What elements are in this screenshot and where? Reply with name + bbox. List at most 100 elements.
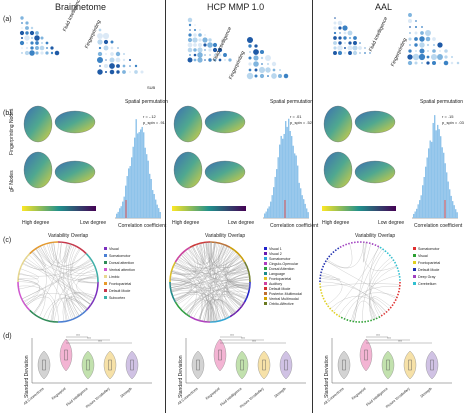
chord-link [170, 276, 217, 322]
sub-label: SUB [147, 85, 156, 90]
matrix-cell [407, 54, 413, 60]
matrix-cell [97, 69, 103, 75]
matrix-cell [188, 33, 192, 37]
legend-swatch [264, 297, 267, 300]
hist-bar [455, 209, 457, 218]
chord-arc [243, 281, 251, 303]
hist-bar [144, 147, 146, 218]
matrix-cell [29, 50, 35, 56]
brain-surface [173, 105, 203, 143]
chord-link [63, 243, 72, 320]
matrix-cell [30, 46, 34, 50]
matrix-cell [187, 57, 193, 63]
chord-arc [379, 246, 401, 283]
matrix-cell [39, 45, 45, 51]
matrix-cell [21, 22, 23, 24]
chord-link [213, 260, 244, 322]
matrix-cell [450, 61, 454, 65]
violin [337, 350, 351, 380]
violin [59, 338, 73, 372]
matrix-cell [426, 43, 430, 47]
chord-link [195, 244, 240, 309]
matrix-cell [193, 28, 197, 32]
violin [359, 338, 373, 372]
matrix-cell [419, 36, 425, 42]
legend-swatch [104, 247, 107, 250]
hist-bar [422, 185, 424, 218]
hist-bar [289, 130, 291, 218]
matrix-cell [187, 47, 193, 53]
matrix-cell [103, 45, 109, 51]
matrix-cell [129, 71, 131, 73]
chord-link [204, 244, 224, 322]
matrix-group [246, 36, 289, 80]
column-title-aal: AAL [375, 2, 393, 12]
spatial-title: Spatial permutation [420, 99, 464, 105]
hist-bar [304, 203, 306, 218]
hist-bar [413, 213, 415, 218]
matrix-cell [24, 50, 30, 56]
chord-arc [379, 281, 401, 318]
matrix-cell [283, 73, 289, 79]
matrix-cell [253, 55, 259, 61]
chord-link [170, 250, 235, 281]
matrix-cell [103, 39, 109, 45]
matrix-cell [208, 53, 212, 57]
row-b-brains [22, 105, 458, 219]
matrix-group [19, 16, 60, 56]
matrix-cell [343, 36, 347, 40]
chord-link [352, 248, 383, 322]
violin-box [42, 359, 46, 371]
matrix-cell [415, 20, 417, 22]
matrix-cell [353, 41, 357, 45]
chord-link [369, 246, 380, 318]
chord-link [183, 276, 250, 312]
matrix-cell [207, 42, 213, 48]
violin-box [108, 359, 112, 371]
chord-link [326, 243, 353, 268]
chord-arc [85, 253, 99, 283]
brain-surface [204, 160, 246, 184]
chord-link [175, 262, 249, 275]
matrix-cell [333, 46, 337, 50]
chord-link [68, 245, 85, 312]
matrix-cell [420, 31, 424, 35]
matrix-cell [279, 69, 281, 71]
hist-bar [429, 140, 431, 218]
hist-bar [291, 136, 293, 218]
matrix-cell [408, 49, 412, 53]
hist-bar [435, 130, 437, 218]
legend-low: Low degree [228, 220, 255, 226]
chord-link [350, 274, 400, 322]
legend-swatch [264, 282, 267, 285]
matrix-cell [25, 46, 29, 50]
chord-link [18, 281, 40, 305]
legend-swatch [413, 261, 416, 264]
hist-bar [152, 190, 154, 218]
column-title-brainnetome: Brainnetome [55, 2, 107, 12]
matrix-cell [409, 32, 411, 34]
violin [257, 350, 271, 380]
chord-arc [85, 281, 99, 311]
matrix-cell [265, 55, 271, 61]
chord-arc [174, 301, 191, 318]
chord-link [170, 245, 228, 288]
matrix-cell [432, 37, 436, 41]
hist-bar [419, 200, 421, 218]
legend-swatch [264, 302, 267, 305]
matrix-cell [197, 57, 203, 63]
category-label: Fluid Intelligence [219, 387, 242, 407]
matrix-cell [437, 54, 443, 60]
matrix-cell [117, 47, 119, 49]
chord-link [207, 251, 237, 322]
matrix-cell [41, 42, 43, 44]
hist-bar [146, 154, 148, 218]
matrix-cell [337, 50, 343, 56]
chord-link [207, 242, 210, 322]
legend-label: Cerebellum [418, 282, 436, 286]
hist-bar [122, 201, 124, 218]
matrix-cell [253, 49, 259, 55]
matrix-cell [208, 38, 212, 42]
matrix-cell [339, 32, 341, 34]
matrix-cell [50, 46, 54, 50]
